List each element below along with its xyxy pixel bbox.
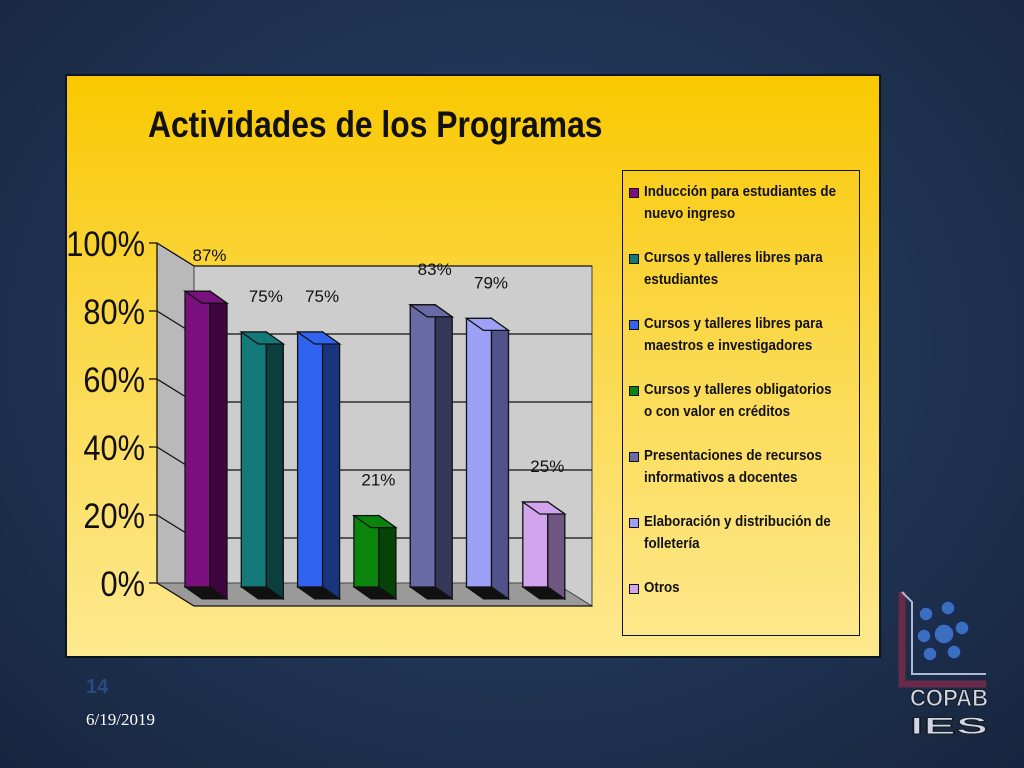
legend-item: Inducción para estudiantes de nuevo ingr… [629,183,853,249]
bar-base [352,586,398,600]
chart-legend: Inducción para estudiantes de nuevo ingr… [622,170,860,636]
bar-top [351,514,398,529]
legend-label: Presentaciones de recursos informativos … [644,448,822,486]
y-tick-label: 60% [83,360,145,399]
copab-ies-logo: COPAB IES [898,591,989,738]
legend-item: Cursos y talleres libres para maestros e… [629,315,853,381]
legend-label: Inducción para estudiantes de nuevo ingr… [644,184,836,222]
bar-front [240,331,267,588]
bar-side [265,330,284,601]
legend-swatch [629,254,639,264]
bar-side [321,330,341,601]
bar-top [520,501,567,515]
bar-side [547,500,566,601]
data-label: 79% [474,273,508,292]
bar-top [408,304,455,318]
bar-side [209,289,228,601]
bar-side [434,303,453,601]
slide-number: 14 [86,676,109,698]
legend-swatch [629,386,639,396]
bar-base [239,586,285,600]
legend-item: Otros [629,579,853,645]
bar-front [184,290,211,588]
data-label: 87% [192,246,226,265]
legend-swatch [629,584,639,594]
bar-base [464,586,511,600]
bar-base [296,586,342,600]
data-label: 21% [361,471,395,490]
legend-label: Otros [644,580,680,596]
legend-item: Presentaciones de recursos informativos … [629,447,853,513]
bar-top [182,290,230,304]
legend-label: Elaboración y distribución de folletería [644,514,831,552]
logo-subtext: IES [910,713,988,738]
bar-base [408,586,454,600]
bar-front [296,331,324,588]
y-tick-label: 20% [83,496,145,535]
legend-item: Cursos y talleres libres para estudiante… [629,249,853,315]
bar-side [490,317,510,601]
bar-front [409,304,436,588]
bar-front [465,317,493,588]
bar-top [295,331,342,345]
logo-text: COPAB [910,685,988,712]
y-tick-label: 80% [83,292,145,331]
data-label: 83% [418,260,452,279]
bar-base [521,586,567,600]
y-tick-label: 40% [83,428,145,467]
slide-date: 6/19/2019 [86,710,155,729]
legend-label: Cursos y talleres obligatorios o con val… [644,382,832,420]
legend-swatch [629,518,639,528]
legend-label: Cursos y talleres libres para maestros e… [644,316,823,354]
data-label: 75% [249,287,283,306]
bar-base [183,586,229,600]
data-label: 25% [530,457,564,476]
legend-swatch [629,188,639,198]
bar-front [522,501,549,588]
data-label: 75% [305,287,339,306]
bar-top [464,317,511,332]
bar-top [239,331,286,345]
gridline-side [156,242,195,267]
legend-swatch [629,452,639,462]
gridline-side [156,582,195,607]
legend-item: Cursos y talleres obligatorios o con val… [629,381,853,447]
y-tick-label: 100% [66,224,145,263]
legend-swatch [629,320,639,330]
legend-item: Elaboración y distribución de folletería [629,513,853,579]
legend-label: Cursos y talleres libres para estudiante… [644,250,823,288]
y-tick-label: 0% [100,564,145,603]
chart-title: Actividades de los Programas [148,104,603,145]
